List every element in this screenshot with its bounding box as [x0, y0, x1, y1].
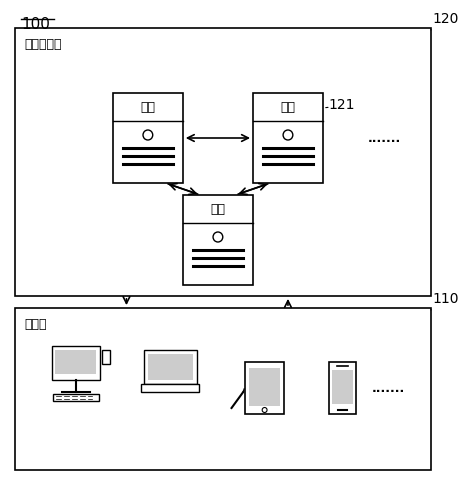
Text: .......: .......: [371, 382, 405, 395]
Bar: [141, 384, 200, 392]
Bar: [15, 308, 431, 470]
Text: 客户端: 客户端: [24, 318, 47, 331]
Bar: [253, 93, 323, 183]
Bar: [148, 354, 193, 380]
Bar: [102, 350, 110, 364]
Bar: [113, 93, 183, 183]
Bar: [15, 28, 431, 296]
Text: 区块链网络: 区块链网络: [24, 38, 62, 51]
Bar: [52, 346, 100, 380]
Text: 节点: 节点: [140, 100, 155, 114]
Text: 121: 121: [329, 98, 355, 112]
Bar: [144, 350, 196, 384]
Bar: [55, 350, 96, 374]
Text: 节点: 节点: [210, 202, 225, 215]
Bar: [53, 394, 99, 401]
Bar: [332, 370, 353, 404]
Text: 110: 110: [432, 292, 458, 306]
Bar: [245, 362, 284, 414]
Text: 120: 120: [432, 12, 458, 26]
Text: 节点: 节点: [280, 100, 296, 114]
Bar: [329, 362, 356, 414]
Bar: [183, 195, 253, 285]
Text: .......: .......: [368, 131, 401, 144]
Bar: [249, 368, 280, 406]
Text: 100: 100: [21, 17, 50, 32]
